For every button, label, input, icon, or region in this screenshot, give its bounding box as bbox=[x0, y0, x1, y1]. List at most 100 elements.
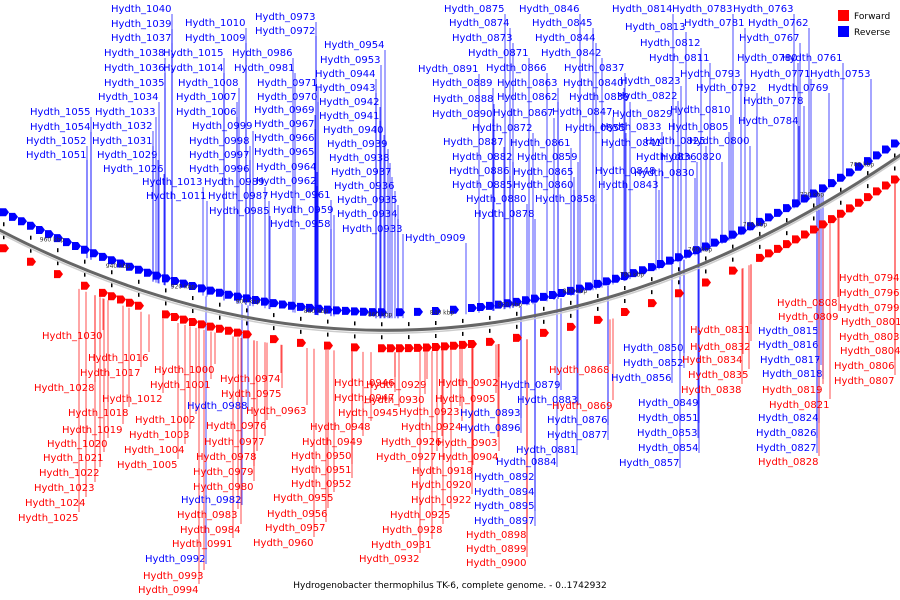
gene-label[interactable]: Hydth_0997 bbox=[189, 150, 250, 161]
forward-gene-arrow[interactable] bbox=[702, 278, 711, 287]
reverse-gene-arrow[interactable] bbox=[198, 284, 207, 293]
gene-label[interactable]: Hydth_0808 bbox=[777, 298, 838, 309]
gene-label[interactable]: Hydth_0881 bbox=[516, 445, 577, 456]
forward-gene-arrow[interactable] bbox=[171, 313, 180, 322]
gene-label[interactable]: Hydth_0843 bbox=[598, 180, 659, 191]
forward-gene-arrow[interactable] bbox=[621, 308, 630, 317]
gene-label[interactable]: Hydth_0960 bbox=[253, 538, 314, 549]
reverse-gene-arrow[interactable] bbox=[234, 292, 243, 301]
forward-gene-arrow[interactable] bbox=[396, 344, 405, 353]
gene-label[interactable]: Hydth_1021 bbox=[43, 453, 104, 464]
reverse-gene-arrow[interactable] bbox=[144, 268, 153, 277]
forward-gene-arrow[interactable] bbox=[756, 253, 765, 262]
gene-label[interactable]: Hydth_0992 bbox=[145, 554, 206, 565]
reverse-gene-arrow[interactable] bbox=[297, 302, 306, 311]
forward-gene-arrow[interactable] bbox=[468, 339, 477, 348]
gene-label[interactable]: Hydth_0953 bbox=[320, 55, 381, 66]
gene-label[interactable]: Hydth_0850 bbox=[623, 343, 684, 354]
gene-label[interactable]: Hydth_0944 bbox=[315, 69, 376, 80]
gene-label[interactable]: Hydth_1040 bbox=[111, 4, 172, 15]
reverse-gene-arrow[interactable] bbox=[369, 308, 378, 317]
reverse-gene-arrow[interactable] bbox=[333, 306, 342, 315]
gene-label[interactable]: Hydth_0753 bbox=[810, 69, 871, 80]
gene-label[interactable]: Hydth_1026 bbox=[103, 164, 164, 175]
forward-gene-arrow[interactable] bbox=[675, 289, 684, 298]
gene-label[interactable]: Hydth_1030 bbox=[42, 331, 103, 342]
reverse-gene-arrow[interactable] bbox=[783, 204, 792, 213]
gene-label[interactable]: Hydth_0959 bbox=[273, 205, 334, 216]
reverse-gene-arrow[interactable] bbox=[117, 259, 126, 268]
reverse-gene-arrow[interactable] bbox=[207, 286, 216, 295]
gene-label[interactable]: Hydth_1017 bbox=[80, 368, 141, 379]
forward-gene-arrow[interactable] bbox=[423, 343, 432, 352]
gene-label[interactable]: Hydth_0899 bbox=[466, 544, 527, 555]
gene-label[interactable]: Hydth_0986 bbox=[232, 48, 293, 59]
gene-label[interactable]: Hydth_0988 bbox=[187, 401, 248, 412]
gene-label[interactable]: Hydth_0967 bbox=[254, 119, 315, 130]
gene-label[interactable]: Hydth_0941 bbox=[319, 111, 380, 122]
reverse-gene-arrow[interactable] bbox=[594, 279, 603, 288]
gene-label[interactable]: Hydth_1054 bbox=[30, 122, 91, 133]
gene-label[interactable]: Hydth_0792 bbox=[696, 83, 757, 94]
reverse-gene-arrow[interactable] bbox=[891, 139, 900, 148]
gene-label[interactable]: Hydth_0980 bbox=[193, 482, 254, 493]
gene-label[interactable]: Hydth_0860 bbox=[513, 180, 574, 191]
gene-label[interactable]: Hydth_0846 bbox=[519, 4, 580, 15]
gene-label[interactable]: Hydth_0839 bbox=[569, 92, 630, 103]
gene-label[interactable]: Hydth_0897 bbox=[474, 516, 535, 527]
gene-label[interactable]: Hydth_1032 bbox=[92, 121, 153, 132]
gene-label[interactable]: Hydth_0813 bbox=[625, 22, 686, 33]
reverse-gene-arrow[interactable] bbox=[72, 241, 81, 250]
reverse-gene-arrow[interactable] bbox=[63, 238, 72, 247]
gene-label[interactable]: Hydth_1029 bbox=[97, 150, 158, 161]
gene-label[interactable]: Hydth_0862 bbox=[497, 92, 558, 103]
reverse-gene-arrow[interactable] bbox=[189, 282, 198, 291]
gene-label[interactable]: Hydth_0763 bbox=[733, 4, 794, 15]
gene-label[interactable]: Hydth_0993 bbox=[143, 571, 204, 582]
forward-gene-arrow[interactable] bbox=[801, 230, 810, 239]
gene-label[interactable]: Hydth_0807 bbox=[834, 376, 895, 387]
reverse-gene-arrow[interactable] bbox=[585, 282, 594, 291]
reverse-gene-arrow[interactable] bbox=[495, 300, 504, 309]
gene-label[interactable]: Hydth_0983 bbox=[177, 510, 238, 521]
gene-label[interactable]: Hydth_0984 bbox=[180, 525, 241, 536]
gene-label[interactable]: Hydth_0994 bbox=[138, 585, 199, 596]
reverse-gene-arrow[interactable] bbox=[432, 306, 441, 315]
reverse-gene-arrow[interactable] bbox=[540, 292, 549, 301]
forward-gene-arrow[interactable] bbox=[810, 225, 819, 234]
gene-label[interactable]: Hydth_0856 bbox=[611, 373, 672, 384]
gene-label[interactable]: Hydth_0890 bbox=[432, 109, 493, 120]
gene-label[interactable]: Hydth_0880 bbox=[466, 194, 527, 205]
gene-label[interactable]: Hydth_0963 bbox=[246, 406, 307, 417]
reverse-gene-arrow[interactable] bbox=[756, 217, 765, 226]
reverse-gene-arrow[interactable] bbox=[621, 272, 630, 281]
gene-label[interactable]: Hydth_0840 bbox=[563, 78, 624, 89]
gene-label[interactable]: Hydth_0962 bbox=[256, 176, 317, 187]
reverse-gene-arrow[interactable] bbox=[279, 300, 288, 309]
gene-label[interactable]: Hydth_1018 bbox=[68, 408, 129, 419]
gene-label[interactable]: Hydth_0799 bbox=[839, 303, 900, 314]
gene-label[interactable]: Hydth_0966 bbox=[254, 133, 315, 144]
gene-label[interactable]: Hydth_1006 bbox=[176, 107, 237, 118]
gene-label[interactable]: Hydth_1012 bbox=[102, 394, 163, 405]
gene-label[interactable]: Hydth_0761 bbox=[782, 53, 843, 64]
gene-label[interactable]: Hydth_1023 bbox=[34, 483, 95, 494]
reverse-gene-arrow[interactable] bbox=[801, 194, 810, 203]
reverse-gene-arrow[interactable] bbox=[513, 297, 522, 306]
reverse-gene-arrow[interactable] bbox=[261, 297, 270, 306]
gene-label[interactable]: Hydth_0783 bbox=[672, 4, 733, 15]
forward-gene-arrow[interactable] bbox=[81, 281, 90, 290]
reverse-gene-arrow[interactable] bbox=[729, 230, 738, 239]
reverse-gene-arrow[interactable] bbox=[225, 290, 234, 299]
gene-label[interactable]: Hydth_0863 bbox=[497, 78, 558, 89]
gene-label[interactable]: Hydth_0882 bbox=[452, 152, 513, 163]
reverse-gene-arrow[interactable] bbox=[36, 225, 45, 234]
forward-gene-arrow[interactable] bbox=[513, 333, 522, 342]
gene-label[interactable]: Hydth_0999 bbox=[192, 121, 253, 132]
gene-label[interactable]: Hydth_0978 bbox=[196, 452, 257, 463]
gene-label[interactable]: Hydth_0845 bbox=[532, 18, 593, 29]
reverse-gene-arrow[interactable] bbox=[711, 238, 720, 247]
gene-label[interactable]: Hydth_0817 bbox=[760, 355, 821, 366]
gene-label[interactable]: Hydth_1035 bbox=[104, 78, 165, 89]
forward-gene-arrow[interactable] bbox=[378, 344, 387, 353]
